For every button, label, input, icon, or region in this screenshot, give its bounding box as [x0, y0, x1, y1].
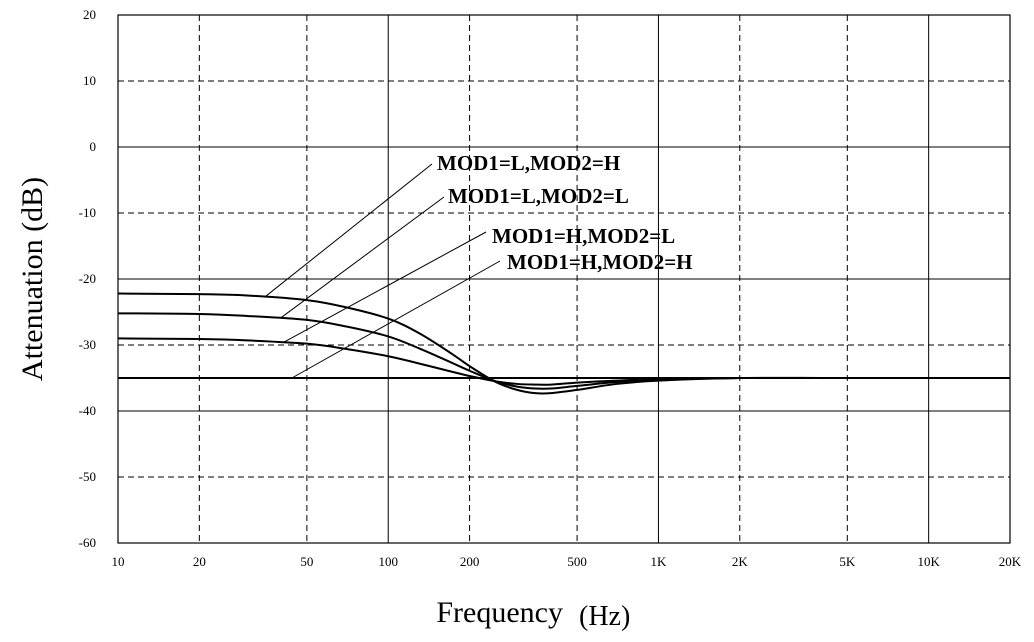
annotation-label: MOD1=H,MOD2=L [492, 224, 675, 248]
annotation-leader-line [280, 196, 445, 319]
y-tick-label: -10 [79, 205, 96, 220]
x-tick-label: 200 [460, 554, 480, 569]
x-tick-label: 100 [378, 554, 398, 569]
annotation-label: MOD1=H,MOD2=H [507, 250, 693, 274]
x-tick-label: 1K [650, 554, 667, 569]
x-tick-label: 20K [999, 554, 1022, 569]
x-tick-label: 10K [917, 554, 940, 569]
y-tick-label: -40 [79, 403, 96, 418]
x-tick-label: 2K [732, 554, 749, 569]
x-axis-unit: (Hz) [579, 601, 630, 632]
annotation-label: MOD1=L,MOD2=L [448, 184, 629, 208]
x-tick-label: 20 [193, 554, 206, 569]
y-tick-label: 10 [83, 73, 96, 88]
y-tick-label: -20 [79, 271, 96, 286]
grid-lines [118, 15, 1010, 543]
y-axis-title: Attenuation (dB) [16, 177, 49, 381]
y-tick-label: 20 [83, 7, 96, 22]
y-tick-label: -30 [79, 337, 96, 352]
data-series [117, 292, 1010, 395]
annotation-leader-line [264, 163, 433, 298]
y-tick-label: -50 [79, 469, 96, 484]
y-tick-label: -60 [79, 535, 96, 550]
series-annotations: MOD1=L,MOD2=H MOD1=L,MOD2=L MOD1=H,MOD2=LM… [264, 151, 693, 379]
annotation-label: MOD1=L,MOD2=H [437, 151, 620, 175]
x-tick-label: 500 [567, 554, 587, 569]
plot-area-frame [117, 14, 1011, 544]
x-tick-label: 10 [112, 554, 125, 569]
x-axis-title: Frequency [436, 596, 563, 629]
tick-labels: 10 20 50 100 200 500 1K 2K 5K 10K 20K20100-10-20-3… [79, 7, 1022, 569]
x-tick-label: 50 [300, 554, 313, 569]
y-tick-label: 0 [90, 139, 97, 154]
annotation-leader-line [283, 231, 487, 343]
annotation-leader-line [291, 260, 501, 379]
x-tick-label: 5K [839, 554, 856, 569]
